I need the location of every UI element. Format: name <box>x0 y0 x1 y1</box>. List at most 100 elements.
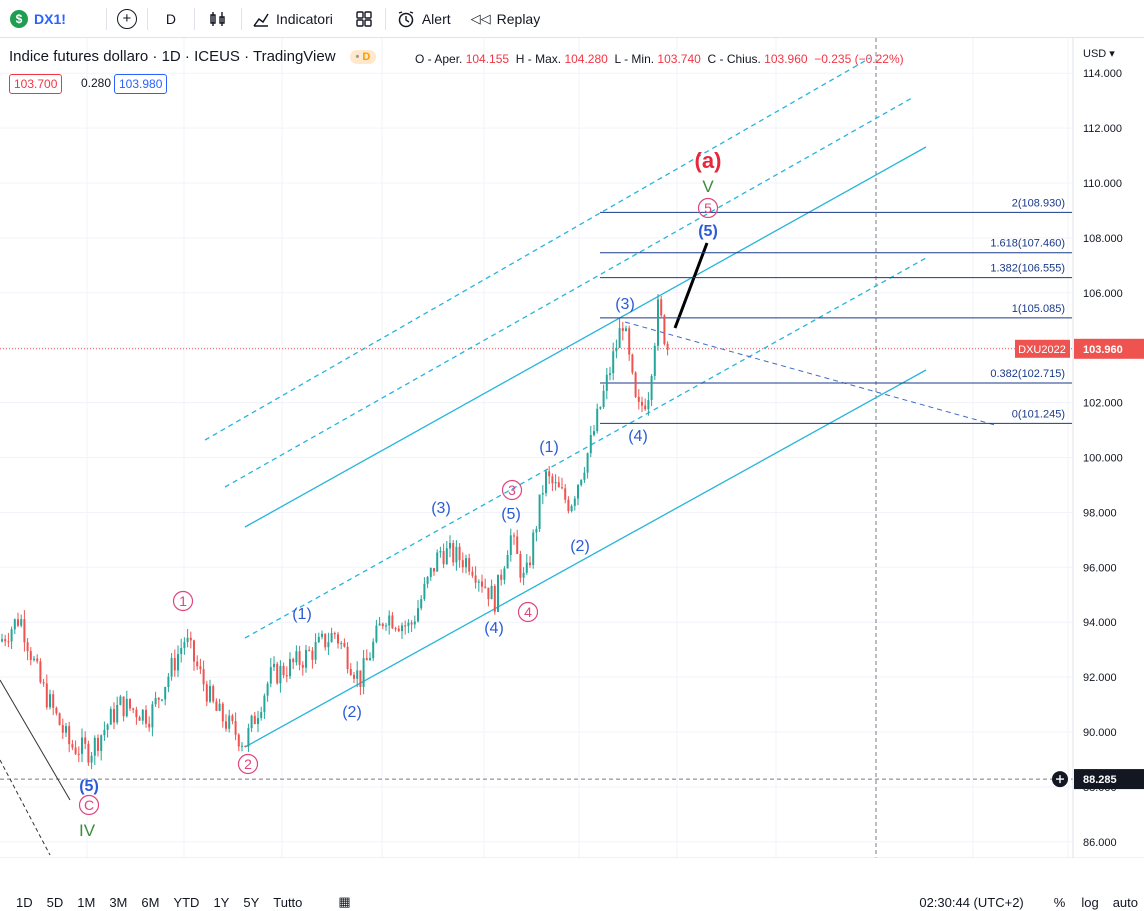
candle-body <box>324 633 327 648</box>
add-symbol-button[interactable]: + <box>107 0 147 37</box>
low-value: 103.740 <box>657 52 701 66</box>
price-chart[interactable]: 2(108.930)1.618(107.460)1.382(106.555)1(… <box>0 38 1144 858</box>
interval-button[interactable]: D <box>148 0 194 37</box>
candle-body <box>381 623 384 627</box>
candle-body <box>273 663 275 668</box>
candle-body <box>29 651 32 660</box>
candle-body <box>77 753 80 755</box>
auto-toggle[interactable]: auto <box>1112 894 1138 910</box>
replay-button[interactable]: ◁◁ Replay <box>461 0 551 37</box>
candle-body <box>621 328 624 331</box>
candle-body <box>170 658 173 677</box>
chart-legend: Indice futures dollaro · 1D · ICEUS · Tr… <box>9 48 377 65</box>
candle-body <box>513 535 515 537</box>
candle-body <box>653 345 656 377</box>
candle-body <box>525 562 528 573</box>
crosshair-price-box <box>1074 769 1144 790</box>
price-tick-label: 92.000 <box>1083 672 1117 684</box>
replay-label: Replay <box>496 10 541 27</box>
candle-body <box>650 376 653 401</box>
channel-line <box>244 257 927 639</box>
candle-body <box>231 715 234 721</box>
candle-body <box>477 581 480 583</box>
range-5y[interactable]: 5Y <box>243 894 260 910</box>
price-tick-label: 98.000 <box>1083 507 1117 519</box>
candle-body <box>305 649 307 668</box>
candle-body <box>625 328 627 331</box>
candle-body <box>631 354 634 373</box>
indicators-button[interactable]: Indicatori <box>242 0 343 37</box>
layouts-button[interactable] <box>343 0 385 37</box>
candle-body <box>129 698 131 709</box>
calendar-icon[interactable]: ▦ <box>338 894 351 909</box>
candle-body <box>404 625 407 627</box>
candle-body <box>119 696 122 705</box>
range-3m[interactable]: 3M <box>109 894 128 910</box>
chart-type-button[interactable] <box>195 0 241 37</box>
candle-body <box>266 683 269 696</box>
candle-body <box>596 408 599 432</box>
ohlc-values: O - Aper. 104.155 H - Max. 104.280 L - M… <box>415 52 904 66</box>
candle-body <box>311 650 314 660</box>
rewind-icon: ◁◁ <box>470 10 491 26</box>
range-5d[interactable]: 5D <box>46 894 64 910</box>
candle-body <box>109 709 112 725</box>
symbol-button[interactable]: $ DX1! <box>0 0 76 37</box>
range-ytd[interactable]: YTD <box>173 894 200 910</box>
data-badge[interactable]: • D <box>349 49 377 64</box>
candle-body <box>551 476 554 484</box>
range-6m[interactable]: 6M <box>141 894 160 910</box>
wave-5-circled-circle <box>697 197 719 219</box>
candle-body <box>189 637 192 641</box>
range-all[interactable]: Tutto <box>273 894 303 910</box>
candle-body <box>26 642 29 652</box>
candle-body <box>410 622 413 625</box>
alert-button[interactable]: Alert <box>386 0 461 37</box>
candle-body <box>474 575 477 583</box>
elliott-wave-labels: (a) V 5 (5) (3) (4) (1) (2) 3 (5) (3) (4) 4 (1) (2) 1 2 (… <box>78 148 722 840</box>
wave-IV-label: IV <box>79 821 96 840</box>
fib-level-label: 2(108.930) <box>1012 197 1065 209</box>
range-1m[interactable]: 1M <box>77 894 96 910</box>
change-value: −0.235 (−0.22%) <box>814 52 904 66</box>
candle-body <box>4 639 7 642</box>
crosshair-price-label: 88.285 <box>1083 774 1117 786</box>
candle-body <box>13 619 16 630</box>
candle-body <box>481 581 483 587</box>
range-bar: 1D 5D 1M 3M 6M YTD 1Y 5Y Tutto ▦ <box>0 893 1144 911</box>
price-tick-label: 110.000 <box>1083 178 1122 190</box>
log-toggle[interactable]: log <box>1081 894 1099 910</box>
candle-body <box>589 435 592 454</box>
candle-body <box>634 372 637 397</box>
candle-body <box>183 642 186 649</box>
percent-toggle[interactable]: % <box>1053 894 1066 910</box>
candle-body <box>193 640 195 662</box>
projection-line <box>673 242 709 329</box>
candle-body <box>10 629 13 642</box>
open-value: 104.155 <box>465 52 510 66</box>
candle-body <box>493 585 496 612</box>
candle-body <box>7 641 10 643</box>
divider <box>194 7 196 30</box>
candle-body <box>241 745 243 747</box>
candle-body <box>135 709 138 718</box>
candle-body <box>218 703 221 711</box>
price-axis[interactable]: 114.000112.000110.000108.000106.000104.0… <box>1015 38 1144 858</box>
candle-body <box>538 494 541 529</box>
range-1y[interactable]: 1Y <box>213 894 230 910</box>
wave-2-circled: 2 <box>244 756 252 772</box>
wave-a-label: (a) <box>695 148 722 173</box>
price-tick-label: 114.000 <box>1083 68 1122 80</box>
candle-body <box>516 536 519 554</box>
buy-price-button[interactable]: 103.980 <box>114 74 168 94</box>
candle-body <box>100 735 103 751</box>
contract-label-box <box>1015 339 1070 358</box>
clock[interactable]: 02:30:44 (UTC+2) <box>919 894 1024 910</box>
range-1d[interactable]: 1D <box>16 894 33 910</box>
candle-body <box>401 625 403 632</box>
candle-body <box>612 351 615 374</box>
sell-price-button[interactable]: 103.700 <box>9 74 63 94</box>
wave-1-circled: 1 <box>179 593 187 609</box>
candle-body <box>253 715 256 724</box>
candle-body <box>356 670 359 679</box>
